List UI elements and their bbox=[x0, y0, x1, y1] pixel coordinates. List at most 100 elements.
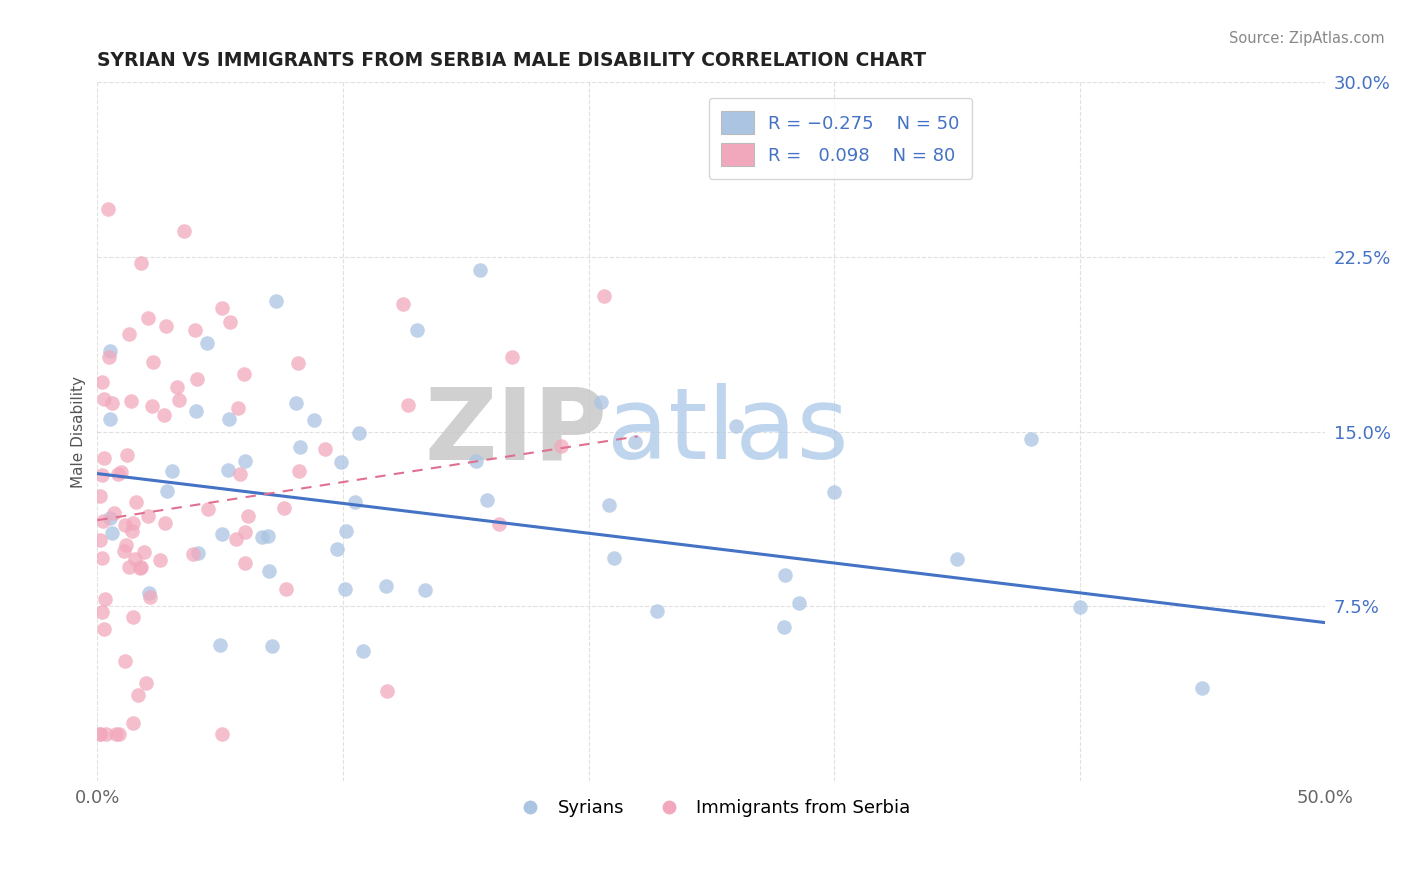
Point bbox=[125, 494, 148, 508]
Point bbox=[101, 395, 124, 409]
Point bbox=[257, 529, 280, 543]
Point bbox=[475, 493, 498, 508]
Point bbox=[725, 419, 748, 434]
Point bbox=[97, 202, 120, 216]
Point bbox=[138, 586, 160, 600]
Point bbox=[209, 638, 232, 652]
Point bbox=[114, 654, 136, 668]
Point bbox=[135, 676, 157, 690]
Point bbox=[118, 560, 141, 574]
Point bbox=[114, 517, 136, 532]
Point bbox=[333, 582, 356, 596]
Point bbox=[823, 484, 845, 499]
Point bbox=[550, 439, 572, 453]
Point bbox=[276, 582, 298, 596]
Point bbox=[98, 412, 121, 426]
Point bbox=[302, 413, 325, 427]
Point bbox=[94, 591, 117, 606]
Point bbox=[787, 595, 810, 609]
Point bbox=[124, 552, 146, 566]
Point bbox=[110, 465, 132, 479]
Point bbox=[266, 294, 288, 309]
Point bbox=[128, 561, 150, 575]
Point bbox=[98, 343, 121, 358]
Point bbox=[120, 394, 142, 409]
Point bbox=[647, 604, 669, 618]
Point bbox=[155, 319, 177, 334]
Point bbox=[413, 582, 436, 597]
Point bbox=[186, 372, 208, 386]
Point bbox=[89, 489, 111, 503]
Y-axis label: Male Disability: Male Disability bbox=[72, 376, 86, 488]
Point bbox=[211, 527, 233, 541]
Point bbox=[349, 425, 371, 440]
Point bbox=[218, 411, 240, 425]
Point bbox=[465, 454, 488, 468]
Point bbox=[184, 404, 207, 418]
Point bbox=[211, 301, 233, 316]
Point bbox=[773, 620, 796, 634]
Point bbox=[375, 683, 398, 698]
Point bbox=[142, 355, 165, 369]
Point bbox=[134, 544, 156, 558]
Text: SYRIAN VS IMMIGRANTS FROM SERBIA MALE DISABILITY CORRELATION CHART: SYRIAN VS IMMIGRANTS FROM SERBIA MALE DI… bbox=[97, 51, 927, 70]
Point bbox=[1069, 599, 1091, 614]
Point bbox=[233, 454, 256, 468]
Point bbox=[91, 375, 114, 389]
Point bbox=[173, 224, 195, 238]
Text: atlas: atlas bbox=[607, 384, 849, 480]
Point bbox=[314, 442, 336, 456]
Point bbox=[225, 533, 247, 547]
Point bbox=[94, 727, 117, 741]
Point bbox=[91, 514, 114, 528]
Point bbox=[112, 544, 135, 558]
Point bbox=[238, 509, 260, 524]
Point bbox=[136, 509, 159, 524]
Point bbox=[406, 323, 429, 337]
Point bbox=[90, 467, 112, 482]
Point bbox=[273, 500, 295, 515]
Point bbox=[166, 380, 188, 394]
Point bbox=[93, 451, 115, 466]
Point bbox=[352, 643, 374, 657]
Point bbox=[91, 551, 114, 566]
Point bbox=[101, 525, 124, 540]
Point bbox=[392, 296, 415, 310]
Point bbox=[131, 559, 153, 574]
Point bbox=[127, 688, 149, 702]
Point bbox=[107, 727, 129, 741]
Point bbox=[603, 551, 626, 566]
Point bbox=[118, 327, 141, 342]
Point bbox=[103, 506, 125, 520]
Point bbox=[136, 311, 159, 326]
Point bbox=[488, 516, 510, 531]
Point bbox=[375, 578, 398, 592]
Point bbox=[501, 350, 523, 364]
Point bbox=[288, 440, 311, 454]
Point bbox=[598, 498, 620, 512]
Point bbox=[326, 541, 349, 556]
Point bbox=[89, 727, 111, 741]
Point bbox=[89, 533, 111, 547]
Point bbox=[139, 590, 162, 604]
Point bbox=[187, 546, 209, 560]
Point bbox=[624, 434, 647, 449]
Point bbox=[122, 516, 145, 531]
Point bbox=[228, 467, 250, 481]
Point bbox=[141, 400, 163, 414]
Point bbox=[181, 547, 204, 561]
Point bbox=[589, 395, 612, 409]
Point bbox=[233, 556, 256, 570]
Point bbox=[593, 289, 616, 303]
Point bbox=[156, 483, 179, 498]
Point bbox=[226, 401, 249, 416]
Point bbox=[946, 552, 969, 566]
Point bbox=[121, 524, 143, 539]
Text: Source: ZipAtlas.com: Source: ZipAtlas.com bbox=[1229, 31, 1385, 46]
Point bbox=[155, 516, 177, 530]
Point bbox=[1191, 681, 1213, 695]
Point bbox=[335, 524, 357, 538]
Point bbox=[152, 408, 174, 422]
Text: ZIP: ZIP bbox=[425, 384, 607, 480]
Point bbox=[105, 727, 128, 741]
